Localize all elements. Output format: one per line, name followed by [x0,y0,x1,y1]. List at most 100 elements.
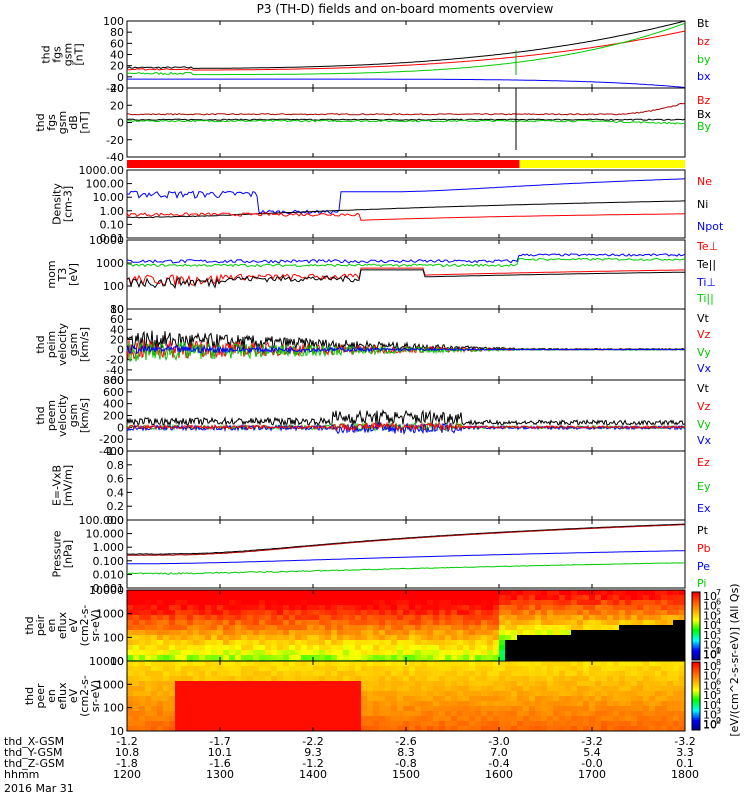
y-tick-label: 1000 [96,678,124,691]
spectrogram-cell [547,706,553,711]
spectrogram-cell [487,696,493,701]
spectrogram-cell [619,721,625,726]
spectrogram-cell [157,610,163,615]
spectrogram-cell [319,711,325,716]
spectrogram-cell [217,696,223,701]
spectrogram-cell [475,706,481,711]
spectrogram-cell [409,610,415,615]
spectrogram-cell [535,706,541,711]
spectrogram-cell [667,640,673,645]
spectrogram-cell [619,666,625,671]
spectrogram-cell [259,721,265,726]
spectrogram-cell [481,676,487,681]
spectrogram-cell [673,691,679,696]
spectrogram-cell [637,716,643,721]
colorbar-segment [692,718,700,721]
spectrogram-cell [661,610,667,615]
y-axis-label: peir [34,614,47,636]
spectrogram-cell [421,635,427,640]
spectrogram-cell [193,590,199,595]
spectrogram-cell [169,711,175,716]
spectrogram-cell [349,661,355,666]
spectrogram-cell [505,671,511,676]
spectrogram-cell [595,671,601,676]
legend-entry: Ey [697,480,711,493]
y-tick-label: 1.0 [107,445,125,458]
spectrogram-cell [607,696,613,701]
spectrogram-cell [511,595,517,600]
colorbar-tick: 10 [703,648,717,661]
spectrogram-cell [139,666,145,671]
spectrogram-cell [295,645,301,650]
spectrogram-cell [457,645,463,650]
spectrogram-cell [457,590,463,595]
spectrogram-cell [463,661,469,666]
spectrogram-cell [565,696,571,701]
spectrogram-cell [181,605,187,610]
spectrogram-cell [661,696,667,701]
spectrogram-cell [319,686,325,691]
spectrogram-cell [445,595,451,600]
x-tick-label: 1400 [299,768,327,781]
spectrogram-cell [193,625,199,630]
spectrogram-cell [499,726,505,731]
spectrogram-cell [223,701,229,706]
spectrogram-cell [157,711,163,716]
spectrogram-cell [223,721,229,726]
spectrogram-cell [223,600,229,605]
spectrogram-cell [277,640,283,645]
spectrogram-cell [673,711,679,716]
spectrogram-cell [481,600,487,605]
spectrogram-cell [145,640,151,645]
spectrogram-cell [253,655,259,660]
spectrogram-cell [343,661,349,666]
spectrogram-cell [343,630,349,635]
spectrogram-cell [619,630,625,635]
y-axis-label: [cm-3] [62,186,75,222]
spectrogram-cell [481,696,487,701]
spectrogram-cell [505,600,511,605]
spectrogram-cell [475,615,481,620]
spectrogram-cell [589,696,595,701]
spectrogram-cell [373,681,379,686]
spectrogram-cell [415,721,421,726]
spectrogram-cell [499,590,505,595]
spectrogram-cell [289,640,295,645]
spectrogram-cell [397,610,403,615]
spectrogram-cell [343,600,349,605]
colorbar-frame [691,591,701,661]
spectrogram-cell [631,595,637,600]
spectrogram-cell [529,666,535,671]
spectrogram-cell [337,671,343,676]
spectrogram-cell [601,600,607,605]
spectrogram-cell [625,615,631,620]
spectrogram-cell [235,650,241,655]
spectrogram-cell [439,661,445,666]
spectrogram-cell [463,610,469,615]
spectrogram-cell [289,676,295,681]
spectrogram-cell [187,655,193,660]
spectrogram-cell [349,711,355,716]
spectrogram-cell [463,676,469,681]
spectrogram-cell [577,590,583,595]
spectrogram-cell [499,630,505,635]
spectrogram-cell [331,711,337,716]
y-tick-label: 100 [103,631,124,644]
spectrogram-cell [301,686,307,691]
spectrogram-cell [667,711,673,716]
spectrogram-cell [373,716,379,721]
spectrogram-cell [409,691,415,696]
spectrogram-cell [571,640,577,645]
spectrogram-cell [199,620,205,625]
spectrogram-cell [457,635,463,640]
spectrogram-cell [541,706,547,711]
spectrogram-cell [181,620,187,625]
spectrogram-cell [541,676,547,681]
spectrogram-cell [325,676,331,681]
spectrogram-cell [211,650,217,655]
y-tick-label: 100 [103,280,124,293]
spectrogram-cell [445,691,451,696]
spectrogram-cell [541,691,547,696]
spectrogram-cell [475,721,481,726]
spectrogram-cell [631,650,637,655]
